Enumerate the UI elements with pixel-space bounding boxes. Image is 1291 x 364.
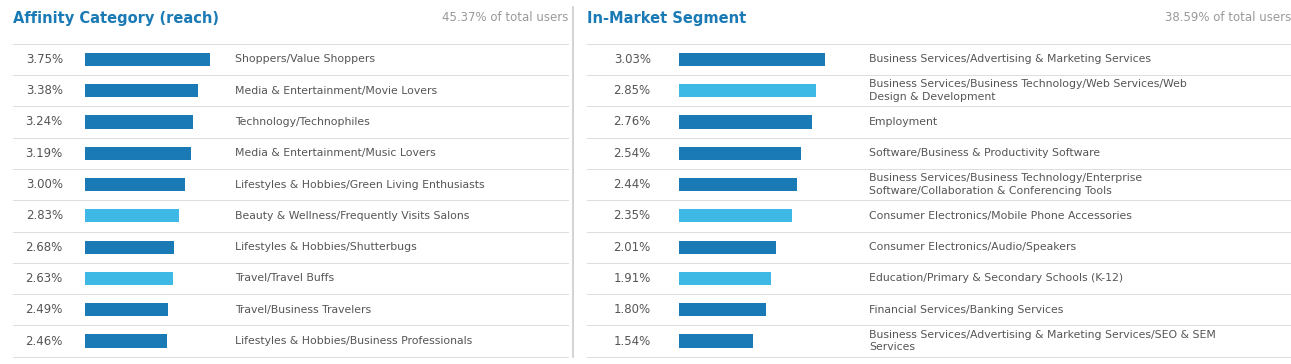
Text: Lifestyles & Hobbies/Green Living Enthusiasts: Lifestyles & Hobbies/Green Living Enthus… xyxy=(235,179,484,190)
Text: 2.85%: 2.85% xyxy=(613,84,651,97)
Text: 2.63%: 2.63% xyxy=(26,272,63,285)
Bar xyxy=(85,115,192,128)
Text: Business Services/Advertising & Marketing Services: Business Services/Advertising & Marketin… xyxy=(869,54,1150,64)
Bar xyxy=(679,178,797,191)
Text: 2.76%: 2.76% xyxy=(613,115,651,128)
Bar xyxy=(85,84,198,97)
Text: 1.80%: 1.80% xyxy=(613,303,651,316)
Text: 1.54%: 1.54% xyxy=(613,335,651,348)
Text: 45.37% of total users: 45.37% of total users xyxy=(442,11,568,24)
Bar xyxy=(679,241,776,254)
Text: 3.38%: 3.38% xyxy=(26,84,63,97)
Text: 2.01%: 2.01% xyxy=(613,241,651,254)
Text: Consumer Electronics/Audio/Speakers: Consumer Electronics/Audio/Speakers xyxy=(869,242,1075,252)
Bar xyxy=(679,303,766,316)
Text: Business Services/Business Technology/Enterprise
Software/Collaboration & Confer: Business Services/Business Technology/En… xyxy=(869,173,1143,196)
Text: 2.68%: 2.68% xyxy=(26,241,63,254)
Bar xyxy=(679,84,816,97)
Text: 3.03%: 3.03% xyxy=(613,53,651,66)
Text: Lifestyles & Hobbies/Business Professionals: Lifestyles & Hobbies/Business Profession… xyxy=(235,336,473,346)
Text: 2.83%: 2.83% xyxy=(26,209,63,222)
Bar xyxy=(85,303,168,316)
Text: Education/Primary & Secondary Schools (K-12): Education/Primary & Secondary Schools (K… xyxy=(869,273,1123,284)
Bar xyxy=(85,272,173,285)
Text: Consumer Electronics/Mobile Phone Accessories: Consumer Electronics/Mobile Phone Access… xyxy=(869,211,1132,221)
Text: Media & Entertainment/Movie Lovers: Media & Entertainment/Movie Lovers xyxy=(235,86,438,96)
Bar xyxy=(85,209,179,222)
Bar xyxy=(679,53,825,66)
Text: Software/Business & Productivity Software: Software/Business & Productivity Softwar… xyxy=(869,148,1100,158)
Text: 2.54%: 2.54% xyxy=(613,147,651,160)
Bar xyxy=(85,53,210,66)
Text: Employment: Employment xyxy=(869,117,939,127)
Text: 2.44%: 2.44% xyxy=(613,178,651,191)
Text: Lifestyles & Hobbies/Shutterbugs: Lifestyles & Hobbies/Shutterbugs xyxy=(235,242,417,252)
Bar xyxy=(679,335,753,348)
Text: 3.75%: 3.75% xyxy=(26,53,63,66)
Text: 3.00%: 3.00% xyxy=(26,178,63,191)
Text: Shoppers/Value Shoppers: Shoppers/Value Shoppers xyxy=(235,54,374,64)
Text: 38.59% of total users: 38.59% of total users xyxy=(1164,11,1291,24)
Bar xyxy=(679,147,802,160)
Bar xyxy=(679,272,771,285)
Text: Affinity Category (reach): Affinity Category (reach) xyxy=(13,11,219,26)
Text: 3.24%: 3.24% xyxy=(26,115,63,128)
Text: Business Services/Business Technology/Web Services/Web
Design & Development: Business Services/Business Technology/We… xyxy=(869,79,1186,102)
Text: 2.49%: 2.49% xyxy=(26,303,63,316)
Text: 2.35%: 2.35% xyxy=(613,209,651,222)
Text: 3.19%: 3.19% xyxy=(26,147,63,160)
Text: Travel/Travel Buffs: Travel/Travel Buffs xyxy=(235,273,334,284)
Bar xyxy=(85,335,167,348)
Bar xyxy=(85,147,191,160)
Text: Media & Entertainment/Music Lovers: Media & Entertainment/Music Lovers xyxy=(235,148,435,158)
Text: 1.91%: 1.91% xyxy=(613,272,651,285)
Bar xyxy=(679,209,793,222)
Bar xyxy=(679,115,812,128)
Text: Business Services/Advertising & Marketing Services/SEO & SEM
Services: Business Services/Advertising & Marketin… xyxy=(869,330,1216,352)
Text: Technology/Technophiles: Technology/Technophiles xyxy=(235,117,369,127)
Bar xyxy=(85,178,185,191)
Text: Travel/Business Travelers: Travel/Business Travelers xyxy=(235,305,371,315)
Text: Beauty & Wellness/Frequently Visits Salons: Beauty & Wellness/Frequently Visits Salo… xyxy=(235,211,470,221)
Text: Financial Services/Banking Services: Financial Services/Banking Services xyxy=(869,305,1064,315)
Text: 2.46%: 2.46% xyxy=(26,335,63,348)
Text: In-Market Segment: In-Market Segment xyxy=(587,11,746,26)
Bar xyxy=(85,241,174,254)
